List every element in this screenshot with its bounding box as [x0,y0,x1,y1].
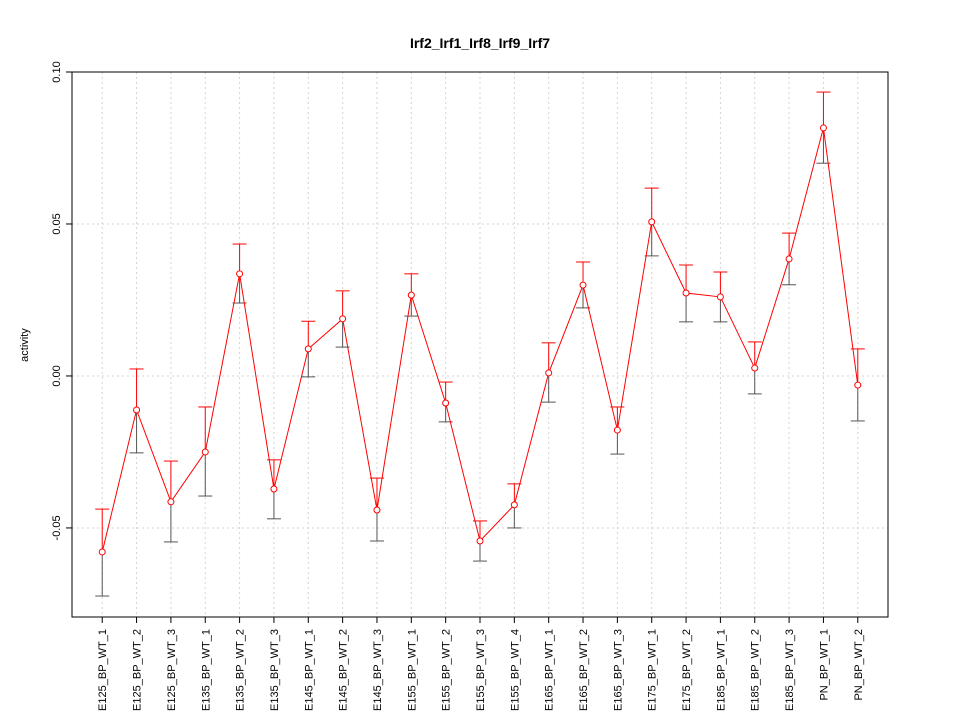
data-point [682,289,690,297]
x-tick-label: E145_BP_WT_3 [372,629,384,711]
data-point [407,291,415,299]
x-tick-label: E165_BP_WT_3 [612,629,624,711]
data-point [236,270,244,278]
data-point [133,406,141,414]
data-point [270,485,278,493]
data-point [167,498,175,506]
data-point [716,293,724,301]
x-tick-label: PN_BP_WT_1 [818,629,830,701]
x-tick-label: E175_BP_WT_2 [681,629,693,711]
x-tick-label: E125_BP_WT_3 [166,629,178,711]
x-tick-label: E155_BP_WT_2 [441,629,453,711]
y-tick-label: 0.10 [51,61,63,82]
x-tick-label: E155_BP_WT_1 [406,629,418,711]
x-tick-label: E175_BP_WT_1 [647,629,659,711]
y-tick-label: 0.00 [51,365,63,386]
chart-title: Irf2_Irf1_Irf8_Irf9_Irf7 [410,35,550,51]
y-axis-label: activity [19,328,31,362]
data-point [648,218,656,226]
x-tick-label: PN_BP_WT_2 [853,629,865,701]
x-tick-label: E145_BP_WT_1 [303,629,315,711]
data-point [442,399,450,407]
x-tick-label: E165_BP_WT_2 [578,629,590,711]
x-tick-label: E125_BP_WT_1 [97,629,109,711]
data-point [854,381,862,389]
x-tick-label: E135_BP_WT_2 [235,629,247,711]
data-point [476,537,484,545]
data-point [339,315,347,323]
x-tick-label: E185_BP_WT_1 [715,629,727,711]
y-tick-label: -0.05 [51,515,63,540]
x-tick-label: E165_BP_WT_1 [544,629,556,711]
data-point [545,369,553,377]
data-point [613,426,621,434]
data-point [304,345,312,353]
data-point [751,364,759,372]
data-point [579,281,587,289]
x-tick-label: E145_BP_WT_2 [338,629,350,711]
x-tick-label: E155_BP_WT_4 [509,629,521,711]
x-tick-label: E155_BP_WT_3 [475,629,487,711]
data-point [201,448,209,456]
data-point [510,501,518,509]
x-tick-label: E135_BP_WT_3 [269,629,281,711]
x-tick-label: E125_BP_WT_2 [132,629,144,711]
data-point [373,506,381,514]
y-tick-label: 0.05 [51,213,63,234]
data-point [819,124,827,132]
data-point [98,548,106,556]
x-tick-label: E185_BP_WT_2 [750,629,762,711]
x-tick-label: E135_BP_WT_1 [200,629,212,711]
x-tick-label: E185_BP_WT_3 [784,629,796,711]
data-point [785,255,793,263]
